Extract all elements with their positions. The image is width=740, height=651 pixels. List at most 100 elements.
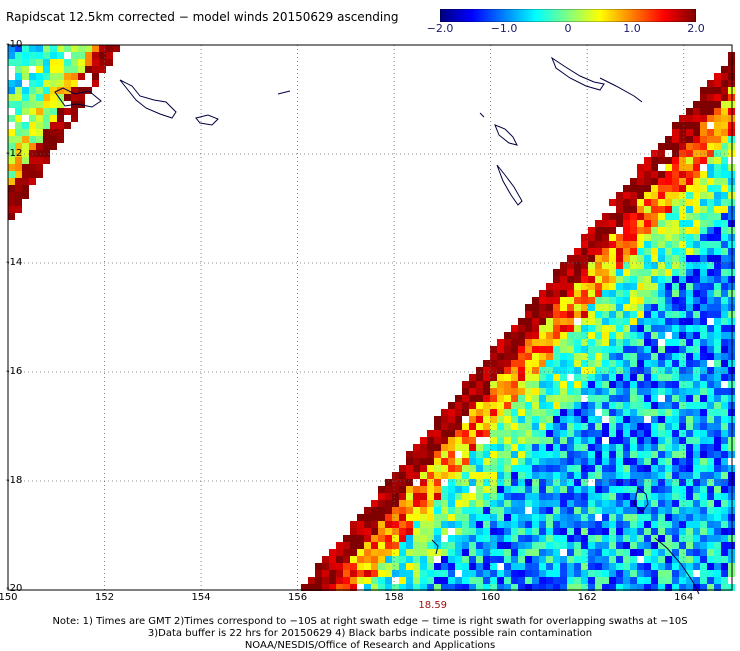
swath-cell [441,437,448,444]
swath-cell [504,395,511,402]
swath-cell [85,87,92,94]
swath-cell [588,507,595,514]
swath-cell [22,101,29,108]
swath-cell [36,87,43,94]
swath-cell [322,577,329,584]
swath-cell [36,80,43,87]
swath-cell [57,80,64,87]
swath-cell [50,122,57,129]
swath-cell [85,45,92,52]
swath-cell [693,521,700,528]
swath-cell [574,451,581,458]
swath-cell [504,416,511,423]
swath-cell [714,136,721,143]
swath-cell [420,486,427,493]
swath-cell [644,311,651,318]
swath-cell [644,479,651,486]
swath-cell [609,241,616,248]
swath-cell [700,325,707,332]
swath-cell [721,353,728,360]
swath-cell [553,325,560,332]
swath-cell [85,66,92,73]
swath-cell [364,549,371,556]
swath-cell [707,143,714,150]
swath-cell [707,465,714,472]
swath-cell [399,528,406,535]
swath-cell [630,311,637,318]
swath-cell [469,388,476,395]
note-line-1: Note: 1) Times are GMT 2)Times correspon… [52,616,688,627]
swath-cell [371,577,378,584]
swath-cell [588,577,595,584]
swath-cell [686,304,693,311]
swath-cell [644,395,651,402]
swath-cell [406,521,413,528]
swath-cell [483,563,490,570]
swath-cell [490,437,497,444]
swath-cell [658,486,665,493]
swath-cell [406,458,413,465]
swath-cell [651,388,658,395]
swath-cell [441,549,448,556]
swath-cell [71,80,78,87]
swath-cell [539,458,546,465]
swath-cell [595,262,602,269]
swath-cell [672,213,679,220]
swath-cell [462,514,469,521]
swath-cell [441,458,448,465]
longitude-label: 152 [94,592,115,603]
swath-cell [651,416,658,423]
swath-cell [504,402,511,409]
swath-cell [623,479,630,486]
swath-cell [434,430,441,437]
swath-cell [623,213,630,220]
swath-cell [22,45,29,52]
swath-cell [532,409,539,416]
swath-cell [672,402,679,409]
swath-cell [630,521,637,528]
swath-cell [630,507,637,514]
swath-cell [371,556,378,563]
swath-cell [602,500,609,507]
swath-cell [672,395,679,402]
swath-cell [106,52,113,59]
swath-cell [693,199,700,206]
swath-cell [532,584,539,591]
swath-cell [371,514,378,521]
swath-cell [665,185,672,192]
swath-cell [588,339,595,346]
swath-cell [609,367,616,374]
swath-cell [43,136,50,143]
swath-cell [567,444,574,451]
swath-cell [714,178,721,185]
swath-cell [721,444,728,451]
swath-cell [686,402,693,409]
swath-cell [686,521,693,528]
swath-cell [616,276,623,283]
swath-cell [679,493,686,500]
swath-cell [462,423,469,430]
swath-cell [658,248,665,255]
swath-cell [651,549,658,556]
swath-cell [413,535,420,542]
swath-cell [469,493,476,500]
swath-cell [490,360,497,367]
swath-cell [644,297,651,304]
swath-cell [490,451,497,458]
swath-cell [43,66,50,73]
swath-cell [581,570,588,577]
swath-cell [29,52,36,59]
swath-cell [490,388,497,395]
swath-cell [651,451,658,458]
swath-cell [343,556,350,563]
swath-cell [623,388,630,395]
swath-cell [693,514,700,521]
swath-cell [532,416,539,423]
swath-cell [609,472,616,479]
swath-cell [644,514,651,521]
swath-cell [651,339,658,346]
swath-cell [644,346,651,353]
swath-cell [623,255,630,262]
swath-cell [385,556,392,563]
swath-cell [630,255,637,262]
